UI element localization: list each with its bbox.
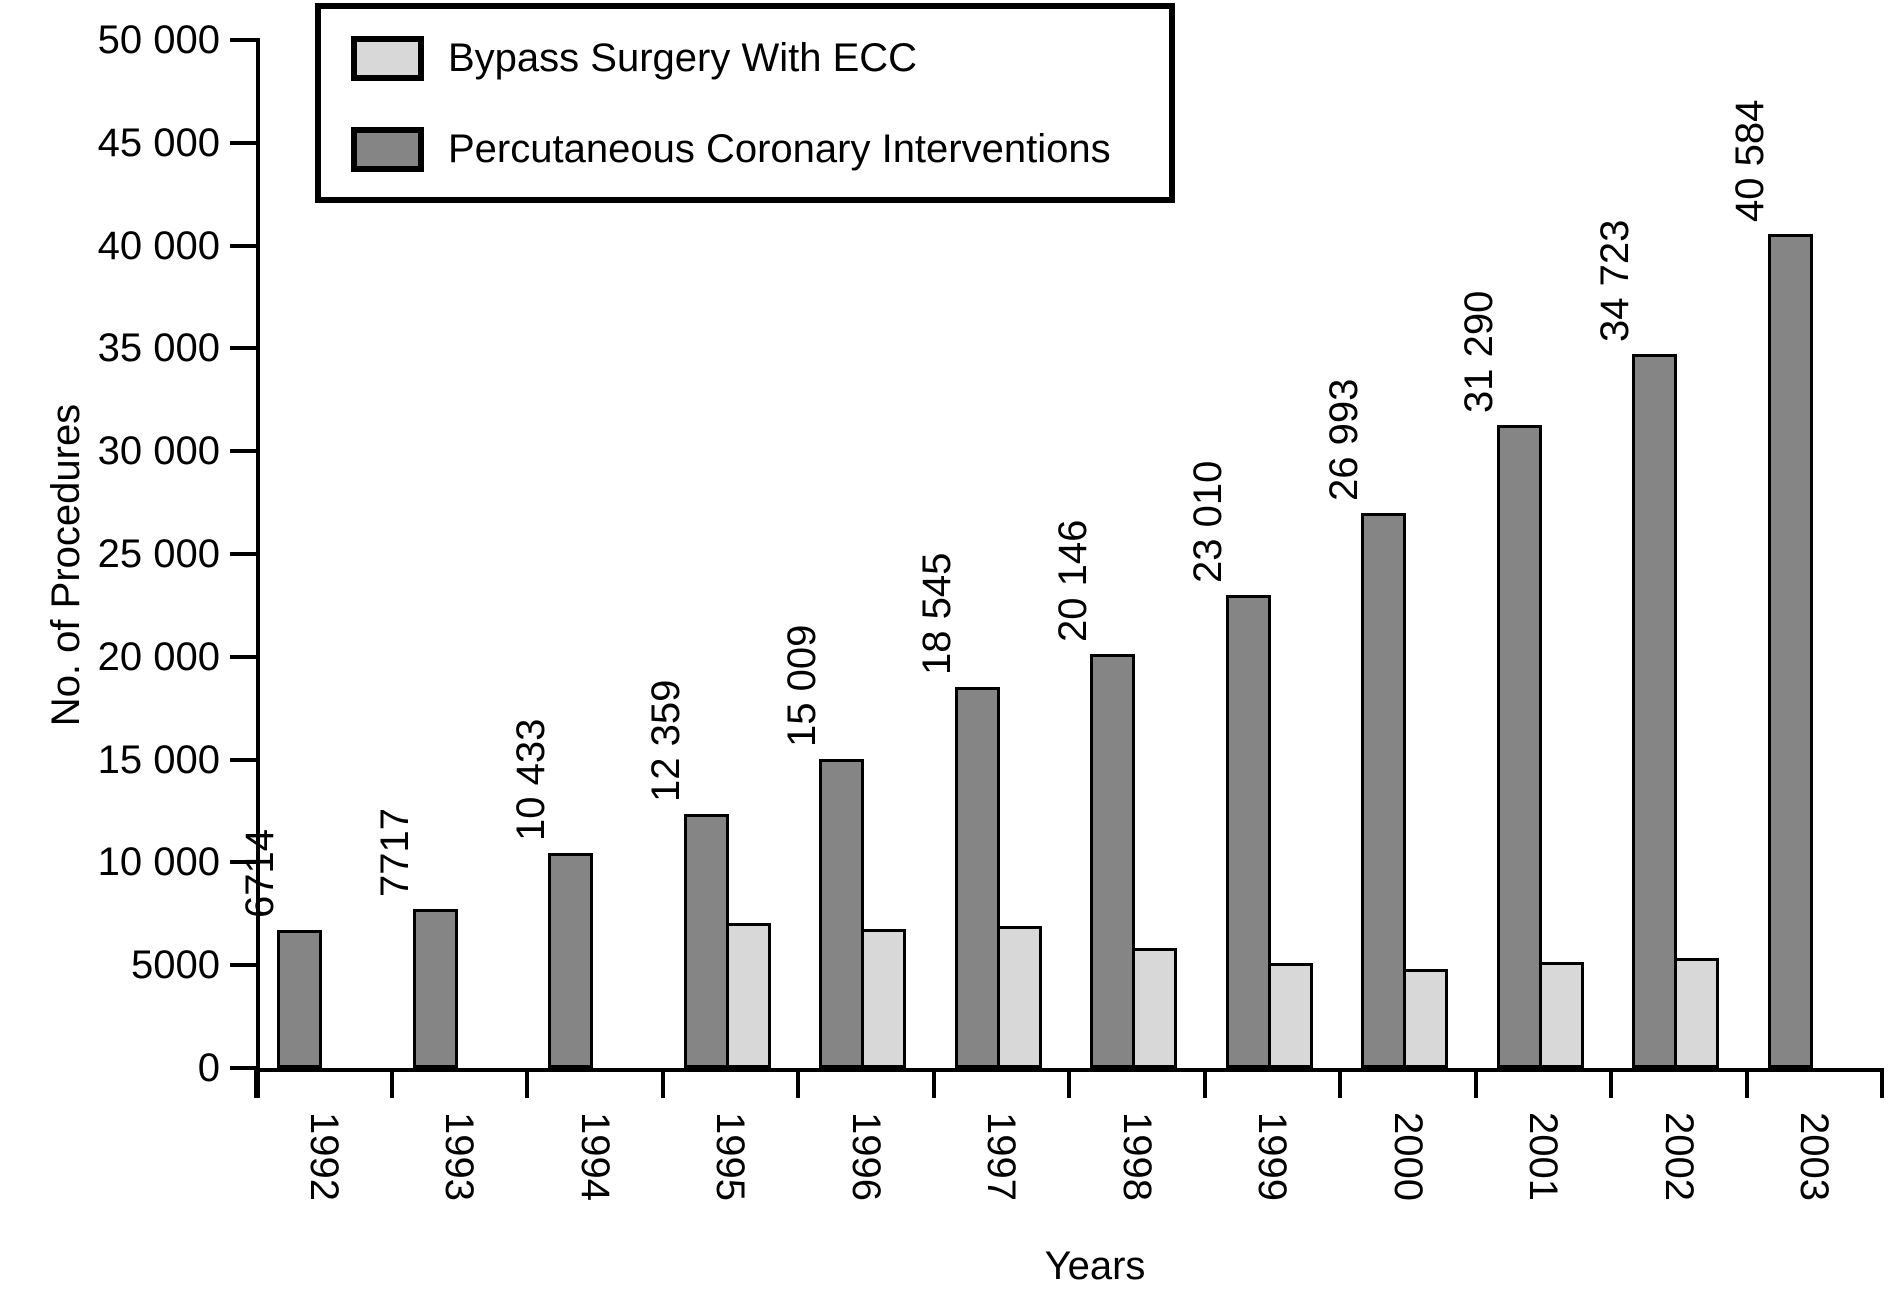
bar-bypass-1998 (1132, 948, 1177, 1068)
bar-value-label-pci-1993: 7717 (373, 808, 417, 897)
x-tick-label-1994: 1994 (572, 1112, 617, 1201)
bar-value-label-pci-1994: 10 433 (508, 718, 553, 841)
bar-value-label-pci-1997: 18 545 (915, 552, 959, 675)
bar-value-label-pci-2000: 26 993 (1321, 378, 1366, 501)
y-tick-mark (230, 963, 256, 968)
y-tick-mark (230, 860, 256, 865)
y-tick-mark (230, 243, 256, 248)
y-tick-mark (230, 38, 256, 42)
y-axis-line (256, 38, 260, 1098)
legend-box: Bypass Surgery With ECC Percutaneous Cor… (315, 3, 1175, 203)
x-tick-mark (1067, 1068, 1071, 1098)
legend-swatch-bypass (351, 36, 424, 81)
x-tick-mark (660, 1068, 665, 1098)
x-tick-mark (1202, 1068, 1207, 1098)
bar-pci-1995 (683, 814, 729, 1068)
bar-bypass-1997 (996, 926, 1042, 1068)
bar-bypass-1996 (861, 929, 906, 1068)
bar-bypass-2002 (1674, 958, 1719, 1068)
y-tick-mark (230, 140, 256, 145)
x-tick-mark (1609, 1068, 1613, 1098)
x-tick-label-2000: 2000 (1385, 1112, 1430, 1201)
bar-pci-1999 (1225, 595, 1271, 1068)
bar-value-label-pci-1999: 23 010 (1186, 460, 1230, 583)
bar-bypass-2001 (1538, 962, 1584, 1068)
bar-pci-2002 (1632, 354, 1677, 1068)
y-tick-label: 35 000 (97, 326, 220, 371)
bar-value-label-pci-1998: 20 146 (1050, 519, 1095, 642)
legend-swatch-pci (351, 127, 424, 172)
x-tick-mark (796, 1068, 800, 1098)
x-tick-mark (389, 1068, 394, 1098)
y-tick-label: 20 000 (97, 634, 220, 679)
y-tick-mark (230, 654, 256, 659)
bar-pci-1993 (412, 909, 458, 1068)
plot-area: 6714 7717 10 433 12 359 15 009 18 545 20 146 23… (238, 40, 1882, 1068)
bar-pci-1998 (1090, 654, 1135, 1068)
y-tick-label: 30 000 (97, 429, 220, 474)
x-tick-label-2002: 2002 (1656, 1112, 1701, 1201)
x-tick-label-1996: 1996 (843, 1112, 888, 1201)
bar-pci-1996 (819, 759, 864, 1068)
bar-pci-1992 (277, 930, 322, 1068)
bar-bypass-1999 (1267, 963, 1313, 1068)
bar-bypass-2000 (1403, 969, 1448, 1068)
x-tick-mark (254, 1068, 258, 1098)
x-tick-label-1999: 1999 (1250, 1112, 1295, 1201)
x-tick-label-2001: 2001 (1521, 1112, 1566, 1201)
y-tick-mark (230, 757, 256, 762)
legend-label-bypass: Bypass Surgery With ECC (448, 36, 918, 80)
x-tick-mark (1473, 1068, 1478, 1098)
bar-value-label-pci-1992: 6714 (237, 829, 282, 918)
bar-value-label-pci-2001: 31 290 (1457, 290, 1501, 413)
legend-item-pci: Percutaneous Coronary Interventions (351, 127, 1169, 172)
y-tick-label: 45 000 (97, 120, 220, 165)
y-tick-mark (230, 552, 256, 556)
x-axis-title: Years (1044, 1244, 1146, 1288)
bar-value-label-pci-2002: 34 723 (1592, 219, 1637, 342)
x-tick-label-1998: 1998 (1114, 1112, 1159, 1201)
x-tick-label-1997: 1997 (979, 1112, 1024, 1201)
y-tick-mark (230, 346, 256, 351)
bar-value-label-pci-2003: 40 584 (1728, 99, 1772, 222)
y-tick-label: 25 000 (97, 532, 220, 576)
bar-pci-2001 (1496, 425, 1542, 1068)
y-tick-label: 15 000 (97, 737, 220, 782)
bar-pci-2003 (1767, 234, 1813, 1068)
y-tick-label: 10 000 (97, 840, 220, 885)
bar-value-label-pci-1996: 15 009 (779, 624, 824, 747)
bar-bypass-1995 (725, 923, 771, 1068)
y-tick-label: 5000 (131, 943, 220, 988)
y-tick-mark (230, 1066, 256, 1070)
x-tick-mark (1338, 1068, 1342, 1098)
x-tick-mark (1880, 1068, 1884, 1098)
y-tick-label: 50 000 (97, 18, 220, 62)
x-tick-label-1992: 1992 (301, 1112, 346, 1201)
legend-item-bypass: Bypass Surgery With ECC (351, 36, 1169, 81)
x-tick-mark (931, 1068, 936, 1098)
x-tick-label-1995: 1995 (708, 1112, 753, 1201)
x-tick-label-1993: 1993 (437, 1112, 482, 1201)
y-tick-label: 40 000 (97, 223, 220, 268)
bar-value-label-pci-1995: 12 359 (644, 679, 688, 802)
y-tick-mark (230, 449, 256, 454)
bar-pci-2000 (1361, 513, 1406, 1068)
bar-pci-1997 (954, 687, 1000, 1068)
y-tick-label: 0 (197, 1046, 220, 1090)
x-tick-mark (525, 1068, 529, 1098)
x-tick-label-2003: 2003 (1792, 1112, 1837, 1201)
x-tick-mark (1744, 1068, 1749, 1098)
bar-pci-1994 (548, 853, 593, 1068)
legend-label-pci: Percutaneous Coronary Interventions (448, 127, 1111, 171)
